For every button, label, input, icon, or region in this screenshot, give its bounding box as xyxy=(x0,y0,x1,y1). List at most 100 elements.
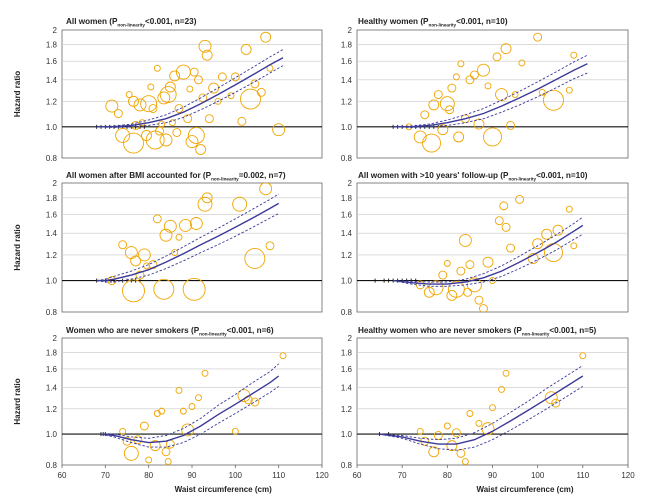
y-tick-label: 1.6 xyxy=(341,365,353,374)
panel-5: 0.8 1.0 1.2 1.4 1.6 1.8 2 60 70 80 90 100 110 120 Wome… xyxy=(13,326,329,494)
y-tick-label: 2 xyxy=(348,334,353,343)
study-point xyxy=(456,266,466,276)
study-point xyxy=(115,128,131,143)
study-point xyxy=(483,127,502,147)
study-point xyxy=(433,90,443,99)
study-point xyxy=(465,260,475,270)
y-tick-label: 1.8 xyxy=(46,41,58,50)
y-tick-label: 1.2 xyxy=(341,251,353,260)
panel-title: Healthy women who are never smokers (Pno… xyxy=(358,326,597,337)
study-point xyxy=(157,91,171,105)
panel-title-main: All women (P xyxy=(66,17,118,26)
study-point xyxy=(201,369,209,377)
study-point xyxy=(123,132,144,154)
x-axis-title: Waist circumference (cm) xyxy=(175,485,272,494)
study-point xyxy=(201,49,213,61)
study-point xyxy=(161,447,171,457)
panel-title-subscript: non-linearity xyxy=(117,23,145,28)
study-point xyxy=(515,194,525,204)
panel-title-subscript: non-linearity xyxy=(522,332,550,337)
panel-6: 0.8 1.0 1.2 1.4 1.6 1.8 2 60 70 80 90 100 110 120 Heal… xyxy=(341,326,635,494)
study-point xyxy=(187,127,205,144)
study-point xyxy=(169,119,176,127)
data-marks xyxy=(393,32,588,153)
study-point xyxy=(149,440,161,452)
study-point xyxy=(469,70,479,80)
ci-lower-line xyxy=(96,65,284,128)
study-point xyxy=(439,96,455,112)
study-point xyxy=(155,126,164,136)
panel-2: 0.8 1.0 1.2 1.4 1.6 1.8 2 Healthy women (Pnon-l… xyxy=(341,17,629,163)
study-point xyxy=(466,410,474,417)
y-tick-label: 1.0 xyxy=(341,430,353,439)
study-point xyxy=(175,233,183,241)
study-point xyxy=(125,91,133,98)
study-point xyxy=(240,88,261,110)
study-point xyxy=(140,95,158,113)
panel-title-main: Healthy women (P xyxy=(358,17,429,26)
study-point xyxy=(544,391,558,405)
study-point xyxy=(145,456,153,464)
y-tick-label: 1.6 xyxy=(46,57,58,66)
study-point xyxy=(420,110,430,120)
study-point xyxy=(148,260,158,270)
study-point xyxy=(189,67,199,77)
dose-response-curve xyxy=(393,224,584,285)
study-point xyxy=(201,192,213,204)
study-point xyxy=(174,104,184,113)
panel-title-subscript: non-linearity xyxy=(211,177,239,182)
x-tick-label: 120 xyxy=(621,471,635,480)
y-tick-label: 2 xyxy=(53,179,58,188)
ci-lower-line xyxy=(393,233,584,287)
study-point xyxy=(453,131,465,143)
study-point xyxy=(122,436,132,446)
study-point xyxy=(433,431,443,440)
study-point xyxy=(447,280,465,298)
y-tick-label: 1.6 xyxy=(341,210,353,219)
data-marks xyxy=(379,352,587,465)
x-tick-label: 90 xyxy=(488,471,497,480)
study-point xyxy=(416,427,424,435)
panel-title-rest: <0.001, n=10) xyxy=(456,17,508,26)
y-axis-title: Hazard ratio xyxy=(13,224,22,270)
y-axis-title: Hazard ratio xyxy=(13,71,22,117)
ci-upper-line xyxy=(96,49,284,128)
study-point xyxy=(500,43,512,55)
study-point xyxy=(133,98,147,112)
study-point xyxy=(244,248,266,269)
study-point xyxy=(259,183,273,196)
y-tick-label: 2 xyxy=(53,334,58,343)
y-tick-label: 1.0 xyxy=(341,277,353,286)
study-point xyxy=(428,280,444,296)
x-tick-label: 110 xyxy=(272,471,285,480)
study-point xyxy=(158,407,166,415)
study-point xyxy=(272,123,286,137)
study-point xyxy=(250,397,260,407)
dose-response-curve xyxy=(379,375,584,445)
study-point xyxy=(538,88,546,96)
y-tick-label: 1.8 xyxy=(341,41,353,50)
study-point xyxy=(437,124,449,136)
x-tick-label: 60 xyxy=(353,471,362,480)
y-tick-label: 0.8 xyxy=(341,308,353,317)
study-point xyxy=(152,214,162,224)
study-point xyxy=(197,196,213,212)
panel-title-main: All women after BMI accounted for (P xyxy=(66,171,212,180)
y-tick-label: 1.4 xyxy=(46,76,58,85)
study-point xyxy=(175,386,183,394)
x-tick-label: 60 xyxy=(58,471,67,480)
study-point xyxy=(498,385,505,393)
study-point xyxy=(153,278,175,300)
study-point xyxy=(250,79,260,89)
panel-title-subscript: non-linearity xyxy=(429,23,457,28)
panel-title-rest: <0.001, n=6) xyxy=(227,326,274,335)
study-point xyxy=(159,228,173,242)
panel-title: All women after BMI accounted for (Pnon-… xyxy=(66,171,286,182)
panel-1: 0.8 1.0 1.2 1.4 1.6 1.8 2 All women (Pnon-linea… xyxy=(13,17,323,163)
x-tick-label: 80 xyxy=(443,471,452,480)
dose-response-curve xyxy=(96,202,280,282)
y-axis-title: Hazard ratio xyxy=(13,378,22,424)
study-point xyxy=(446,440,458,452)
study-point xyxy=(570,51,578,59)
y-tick-label: 1.0 xyxy=(46,277,58,286)
